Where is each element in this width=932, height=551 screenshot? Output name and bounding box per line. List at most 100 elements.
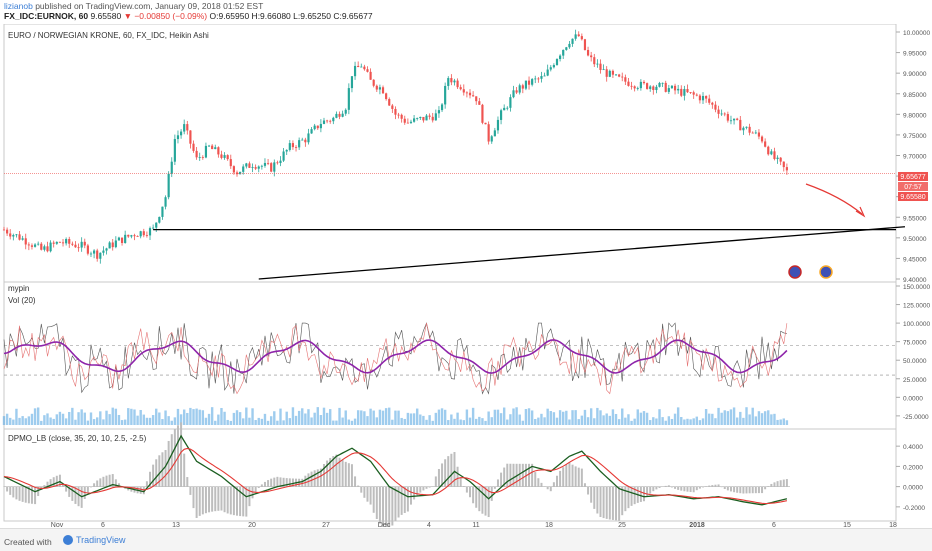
candle-body xyxy=(317,126,319,129)
volume-bar xyxy=(223,412,225,425)
candle-body xyxy=(444,86,446,104)
volume-bar xyxy=(612,409,614,425)
candle-body xyxy=(432,117,434,121)
volume-bar xyxy=(531,410,533,425)
dpmo-histogram-bar xyxy=(627,487,629,509)
dpmo-histogram-bar xyxy=(481,487,483,514)
dpmo-histogram-bar xyxy=(599,487,601,517)
chart-canvas[interactable]: EURO / NORWEGIAN KRONE, 60, FX_IDC, Heik… xyxy=(0,24,932,527)
volume-bar xyxy=(105,411,107,425)
dpmo-histogram-bar xyxy=(258,487,260,488)
dpmo-histogram-bar xyxy=(702,487,704,488)
volume-bar xyxy=(565,411,567,425)
candle-body xyxy=(683,89,685,96)
volume-bar xyxy=(276,421,278,425)
candle-body xyxy=(12,235,14,236)
symbol-name[interactable]: FX_IDC:EURNOK, 60 xyxy=(4,11,88,21)
dpmo-histogram-bar xyxy=(180,422,182,487)
candle-body xyxy=(53,243,55,244)
volume-bar xyxy=(127,408,129,425)
volume-bar xyxy=(174,417,176,425)
dpmo-histogram-bar xyxy=(12,487,14,498)
dpmo-histogram-bar xyxy=(730,487,732,492)
dpmo-histogram-bar xyxy=(65,487,67,492)
dpmo-histogram-bar xyxy=(102,477,104,487)
volume-bar xyxy=(118,415,120,425)
candle-body xyxy=(407,123,409,124)
candle-body xyxy=(373,80,375,86)
candle-body xyxy=(596,64,598,65)
candle-body xyxy=(37,244,39,245)
volume-bar xyxy=(152,415,154,425)
tradingview-link[interactable]: TradingView xyxy=(76,535,126,545)
volume-bar xyxy=(34,408,36,425)
volume-bar xyxy=(102,419,104,425)
volume-bar xyxy=(599,410,601,425)
volume-bar xyxy=(46,413,48,425)
candle-body xyxy=(366,69,368,72)
volume-bar xyxy=(329,409,331,425)
volume-bar xyxy=(357,410,359,425)
candle-body xyxy=(739,120,741,130)
dpmo-histogram-bar xyxy=(581,469,583,487)
candle-body xyxy=(105,248,107,250)
volume-bar xyxy=(581,416,583,425)
volume-bar xyxy=(133,409,135,425)
candle-body xyxy=(680,89,682,96)
candle-body xyxy=(450,78,452,82)
volume-bar xyxy=(540,414,542,425)
dpmo-histogram-bar xyxy=(53,477,55,487)
candle-body xyxy=(137,236,139,237)
candle-body xyxy=(314,126,316,130)
candle-body xyxy=(693,92,695,94)
volume-bar xyxy=(273,411,275,425)
volume-bar xyxy=(671,419,673,425)
volume-bar xyxy=(537,418,539,425)
candle-body xyxy=(59,242,61,243)
volume-bar xyxy=(556,418,558,425)
volume-bar xyxy=(21,416,23,425)
volume-bar xyxy=(776,420,778,425)
candle-body xyxy=(158,217,160,223)
candle-body xyxy=(335,114,337,118)
main-pane-title: EURO / NORWEGIAN KRONE, 60, FX_IDC, Heik… xyxy=(8,31,209,40)
dpmo-histogram-bar xyxy=(615,487,617,521)
volume-bar xyxy=(459,420,461,425)
volume-bar xyxy=(630,421,632,425)
volume-bar xyxy=(146,418,148,425)
candle-body xyxy=(124,235,126,243)
dpmo-histogram-bar xyxy=(87,487,89,493)
volume-bar xyxy=(655,418,657,425)
volume-bar xyxy=(171,421,173,425)
author-link[interactable]: lizianob xyxy=(4,1,33,11)
candle-body xyxy=(62,242,64,243)
volume-bar xyxy=(602,415,604,425)
time-tick-label: 18 xyxy=(545,522,553,527)
candle-body xyxy=(522,85,524,88)
volume-bar xyxy=(665,421,667,425)
dividend-icon[interactable] xyxy=(820,266,832,278)
dpmo-histogram-bar xyxy=(348,463,350,487)
volume-bar xyxy=(202,410,204,425)
dpmo-histogram-bar xyxy=(385,487,387,527)
dpmo-histogram-bar xyxy=(727,487,729,491)
candle-body xyxy=(74,245,76,248)
volume-bar xyxy=(469,418,471,425)
candle-body xyxy=(761,137,763,142)
candle-body xyxy=(329,121,331,122)
volume-bar xyxy=(254,420,256,425)
dpmo-histogram-bar xyxy=(370,487,372,505)
dpmo-histogram-bar xyxy=(618,487,620,521)
candle-body xyxy=(233,166,235,172)
volume-bar xyxy=(578,419,580,425)
volume-bar xyxy=(230,421,232,425)
dpmo-histogram-bar xyxy=(202,487,204,515)
volume-bar xyxy=(752,408,754,425)
event-icon[interactable] xyxy=(789,266,801,278)
candle-body xyxy=(382,87,384,93)
price-tick-label: 9.80000 xyxy=(903,112,927,119)
candle-body xyxy=(665,83,667,92)
volume-bar xyxy=(304,413,306,425)
candle-body xyxy=(447,78,449,86)
dpmo-histogram-bar xyxy=(777,481,779,487)
